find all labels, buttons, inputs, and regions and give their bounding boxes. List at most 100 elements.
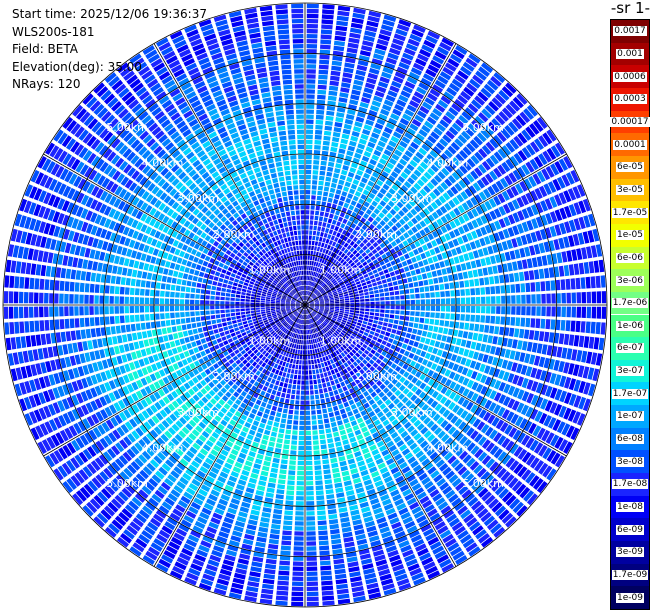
radar-gate — [337, 335, 342, 340]
radar-gate — [340, 266, 346, 272]
radar-gate — [313, 310, 317, 314]
radar-gate — [525, 406, 534, 418]
radar-gate — [450, 290, 455, 297]
radar-gate — [459, 149, 469, 160]
radar-gate — [306, 124, 314, 129]
radar-gate — [292, 430, 298, 435]
radar-gate — [554, 436, 564, 449]
radar-gate — [57, 465, 68, 478]
radar-gate — [293, 344, 297, 349]
radar-gate — [305, 185, 311, 190]
radar-gate — [246, 341, 252, 346]
radar-gate — [310, 293, 314, 297]
radar-gate — [429, 512, 441, 522]
radar-gate — [317, 348, 320, 353]
radar-gate — [499, 422, 509, 433]
radar-gate — [417, 53, 429, 63]
radar-gate — [156, 437, 166, 446]
radar-gate — [406, 345, 413, 352]
radar-gate — [353, 318, 358, 322]
radar-gate — [176, 369, 183, 377]
radar-gate — [410, 305, 415, 311]
radar-gate — [319, 247, 324, 253]
radar-gate — [452, 404, 460, 414]
radar-gate — [370, 308, 375, 312]
radar-gate — [317, 414, 323, 420]
radar-gate — [296, 312, 299, 317]
radar-gate — [386, 277, 392, 283]
radar-gate — [480, 471, 491, 482]
radar-gate — [352, 179, 360, 186]
radar-gate — [505, 158, 515, 170]
radar-gate — [419, 317, 425, 324]
radar-gate — [461, 367, 469, 376]
radar-gate — [333, 558, 345, 565]
radar-gate — [331, 327, 336, 332]
radar-gate — [353, 258, 359, 264]
radar-gate — [301, 385, 305, 390]
radar-gate — [343, 248, 349, 254]
radar-gate — [391, 153, 400, 161]
radar-gate — [370, 301, 375, 305]
radar-gate — [515, 416, 524, 427]
radar-gate — [166, 516, 178, 526]
radar-gate — [425, 565, 438, 575]
radar-gate — [376, 238, 383, 245]
radar-gate — [314, 465, 322, 471]
radar-gate — [326, 494, 335, 500]
radar-gate — [192, 525, 204, 534]
radar-gate — [311, 240, 315, 246]
radar-gate — [406, 190, 415, 198]
radar-gate — [253, 349, 259, 354]
radar-gate — [353, 595, 366, 603]
radar-gate — [498, 89, 510, 101]
radar-gate — [561, 251, 568, 263]
radar-gate — [429, 88, 441, 98]
radar-gate — [193, 347, 199, 354]
radar-gate — [318, 331, 323, 336]
radar-gate — [139, 424, 148, 434]
radar-gate — [252, 330, 257, 335]
radar-gate — [347, 330, 353, 335]
radar-gate — [346, 321, 352, 325]
radar-gate — [93, 494, 105, 507]
radar-gate — [206, 526, 217, 534]
radar-gate — [437, 156, 446, 166]
radar-gate — [383, 387, 390, 394]
radar-gate — [545, 385, 553, 397]
radar-gate — [321, 316, 326, 320]
radar-gate — [294, 526, 304, 531]
radar-gate — [246, 329, 251, 334]
radar-gate — [306, 315, 308, 320]
radar-gate — [472, 351, 479, 360]
radar-gate — [317, 337, 321, 342]
radar-gate — [162, 376, 170, 385]
radar-gate — [470, 260, 477, 269]
radar-gate — [380, 301, 385, 305]
radar-gate — [202, 343, 209, 350]
radar-gate — [520, 283, 526, 293]
radar-gate — [351, 586, 364, 593]
radar-gate — [399, 461, 408, 470]
radar-gate — [369, 535, 380, 543]
radar-gate — [368, 410, 376, 418]
radar-gate — [507, 227, 515, 237]
radar-gate — [601, 306, 607, 319]
radar-gate — [344, 311, 349, 314]
radar-gate — [286, 324, 291, 329]
radar-gate — [263, 329, 269, 334]
radar-gate — [333, 351, 338, 357]
radar-gate — [87, 446, 97, 458]
radar-gate — [460, 314, 465, 321]
radar-gate — [158, 505, 170, 515]
radar-gate — [422, 208, 431, 216]
radar-gate — [399, 140, 408, 149]
radar-gate — [314, 460, 321, 465]
radar-gate — [458, 485, 469, 496]
radar-gate — [273, 317, 278, 321]
radar-gate — [506, 411, 515, 422]
radar-gate — [308, 308, 311, 313]
radar-gate — [348, 37, 360, 44]
radar-gate — [147, 521, 159, 532]
radar-gate — [259, 348, 265, 353]
